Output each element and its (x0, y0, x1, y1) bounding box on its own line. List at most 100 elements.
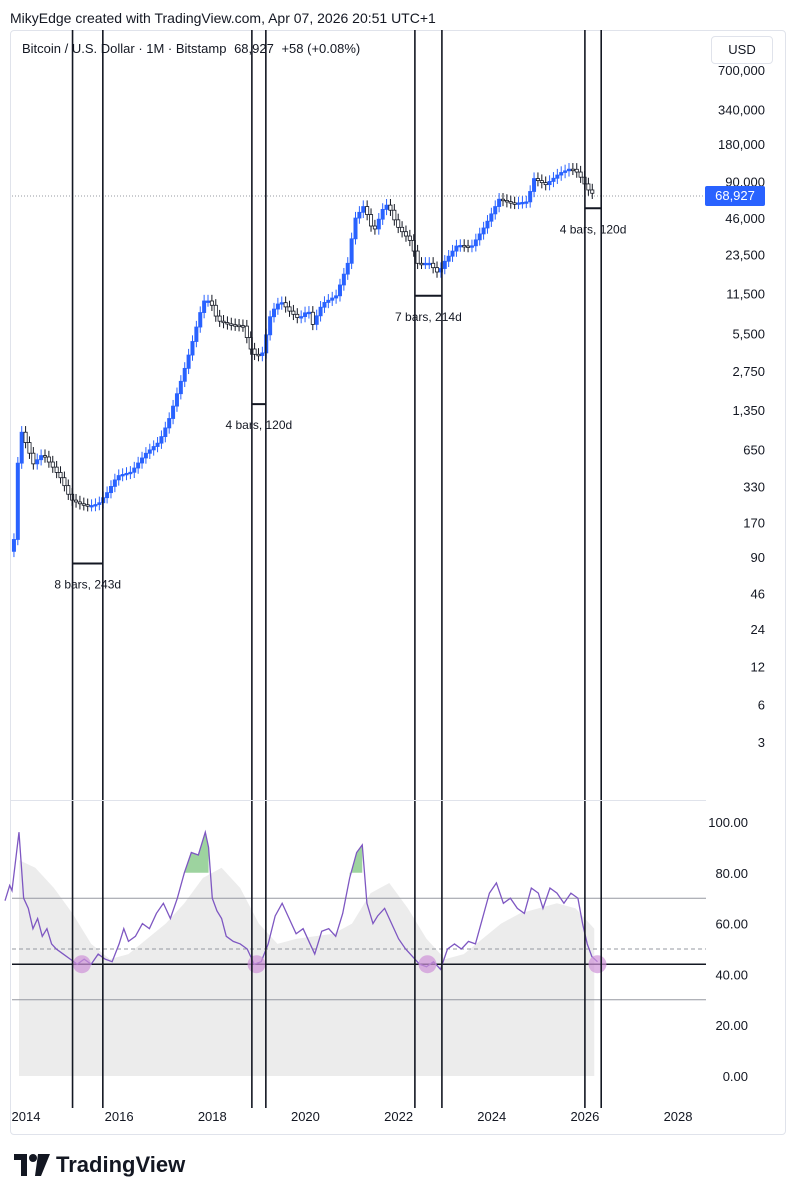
candle-body (240, 325, 245, 328)
candle-body (163, 427, 168, 438)
price-axis-tick-label: 5,500 (732, 326, 765, 341)
candle-body (279, 302, 284, 305)
price-axis-tick-label: 46 (751, 587, 765, 602)
candle-body (365, 206, 370, 215)
candle-body (171, 405, 176, 419)
rsi-band-area (18, 860, 595, 1076)
range-annotation-label: 7 bars, 214d (395, 310, 462, 324)
candle-body (198, 312, 203, 328)
candle-body (469, 245, 474, 248)
candle-body (532, 178, 537, 192)
candle-body (105, 492, 110, 499)
range-annotation-label: 4 bars, 120d (225, 418, 292, 432)
candle-body (345, 262, 350, 275)
candle-body (15, 462, 20, 540)
candle-body (473, 239, 478, 247)
candle-body (574, 168, 579, 173)
candle-body (19, 431, 24, 464)
candle-body (287, 306, 292, 312)
candle-body (322, 302, 327, 308)
footer-brand: TradingView (56, 1152, 186, 1177)
candle-body (497, 198, 502, 207)
candle-body (54, 466, 59, 473)
candle-body (66, 485, 71, 495)
candle-body (353, 217, 358, 240)
candle-body (186, 354, 191, 369)
candle-body (431, 262, 436, 269)
candle-body (275, 303, 280, 310)
candle-body (314, 315, 319, 325)
currency-button[interactable]: USD (711, 36, 773, 64)
candle-body (458, 245, 463, 248)
candle-body (147, 449, 152, 454)
candle-body (326, 299, 331, 303)
rsi-axis-tick-label: 20.00 (715, 1018, 748, 1033)
candle-body (504, 200, 509, 203)
candle-body (306, 311, 311, 315)
price-axis-tick-label: 650 (743, 443, 765, 458)
candle-body (403, 231, 408, 237)
candle-body (477, 233, 482, 241)
price-axis-tick-label: 180,000 (718, 137, 765, 152)
candle-body (229, 323, 234, 326)
candle-body (435, 267, 440, 273)
candle-body (590, 189, 595, 194)
candle-body (62, 477, 67, 487)
time-axis-tick-label: 2028 (664, 1109, 693, 1124)
candle-body (392, 209, 397, 221)
candle-body (50, 461, 55, 468)
candle-body (256, 353, 261, 357)
symbol-change: +58 (+0.08%) (281, 41, 361, 56)
price-axis-tick-label: 1,350 (732, 403, 765, 418)
candle-body (132, 467, 137, 473)
candle-body (159, 436, 164, 444)
candle-body (81, 503, 86, 506)
candle-body (194, 326, 199, 342)
candle-body (155, 442, 160, 447)
candle-body (89, 505, 94, 508)
candle-body (77, 501, 82, 505)
candle-body (372, 225, 377, 230)
candle-body (295, 313, 300, 318)
time-axis-tick-label: 2020 (291, 1109, 320, 1124)
footer-logo[interactable]: TradingView (14, 1152, 185, 1178)
time-axis-tick-label: 2018 (198, 1109, 227, 1124)
candle-body (143, 452, 148, 459)
rsi-axis-tick-label: 60.00 (715, 917, 748, 932)
candle-body (116, 475, 121, 481)
rsi-highlight-circle (588, 955, 607, 974)
candle-body (244, 325, 249, 338)
candle-body (400, 226, 405, 233)
candle-body (380, 209, 385, 220)
candle-body (520, 201, 525, 205)
candle-body (85, 504, 90, 507)
candle-body (237, 324, 242, 328)
candle-body (108, 486, 113, 494)
time-axis-tick-label: 2024 (477, 1109, 506, 1124)
price-axis-tick-label: 6 (758, 697, 765, 712)
price-axis-tick-label: 2,750 (732, 364, 765, 379)
rsi-highlight-circle (72, 955, 91, 974)
price-axis-tick-label: 23,500 (725, 248, 765, 263)
candle-body (225, 322, 230, 325)
candle-body (586, 183, 591, 191)
candle-body (182, 367, 187, 382)
candle-body (466, 245, 471, 248)
candle-body (559, 172, 564, 176)
candle-body (93, 504, 98, 507)
pane-divider[interactable] (10, 800, 706, 801)
candle-body (539, 180, 544, 184)
candle-body (124, 472, 129, 476)
candle-body (202, 300, 207, 313)
candle-body (39, 455, 44, 461)
candle-body (427, 262, 432, 266)
price-axis-tick-label: 24 (751, 622, 765, 637)
candle-body (419, 262, 424, 266)
candle-body (578, 171, 583, 178)
candle-body (260, 352, 265, 356)
time-axis-tick-label: 2026 (570, 1109, 599, 1124)
candle-body (174, 393, 179, 407)
candle-body (388, 204, 393, 211)
rsi-highlight-circle (247, 955, 266, 974)
